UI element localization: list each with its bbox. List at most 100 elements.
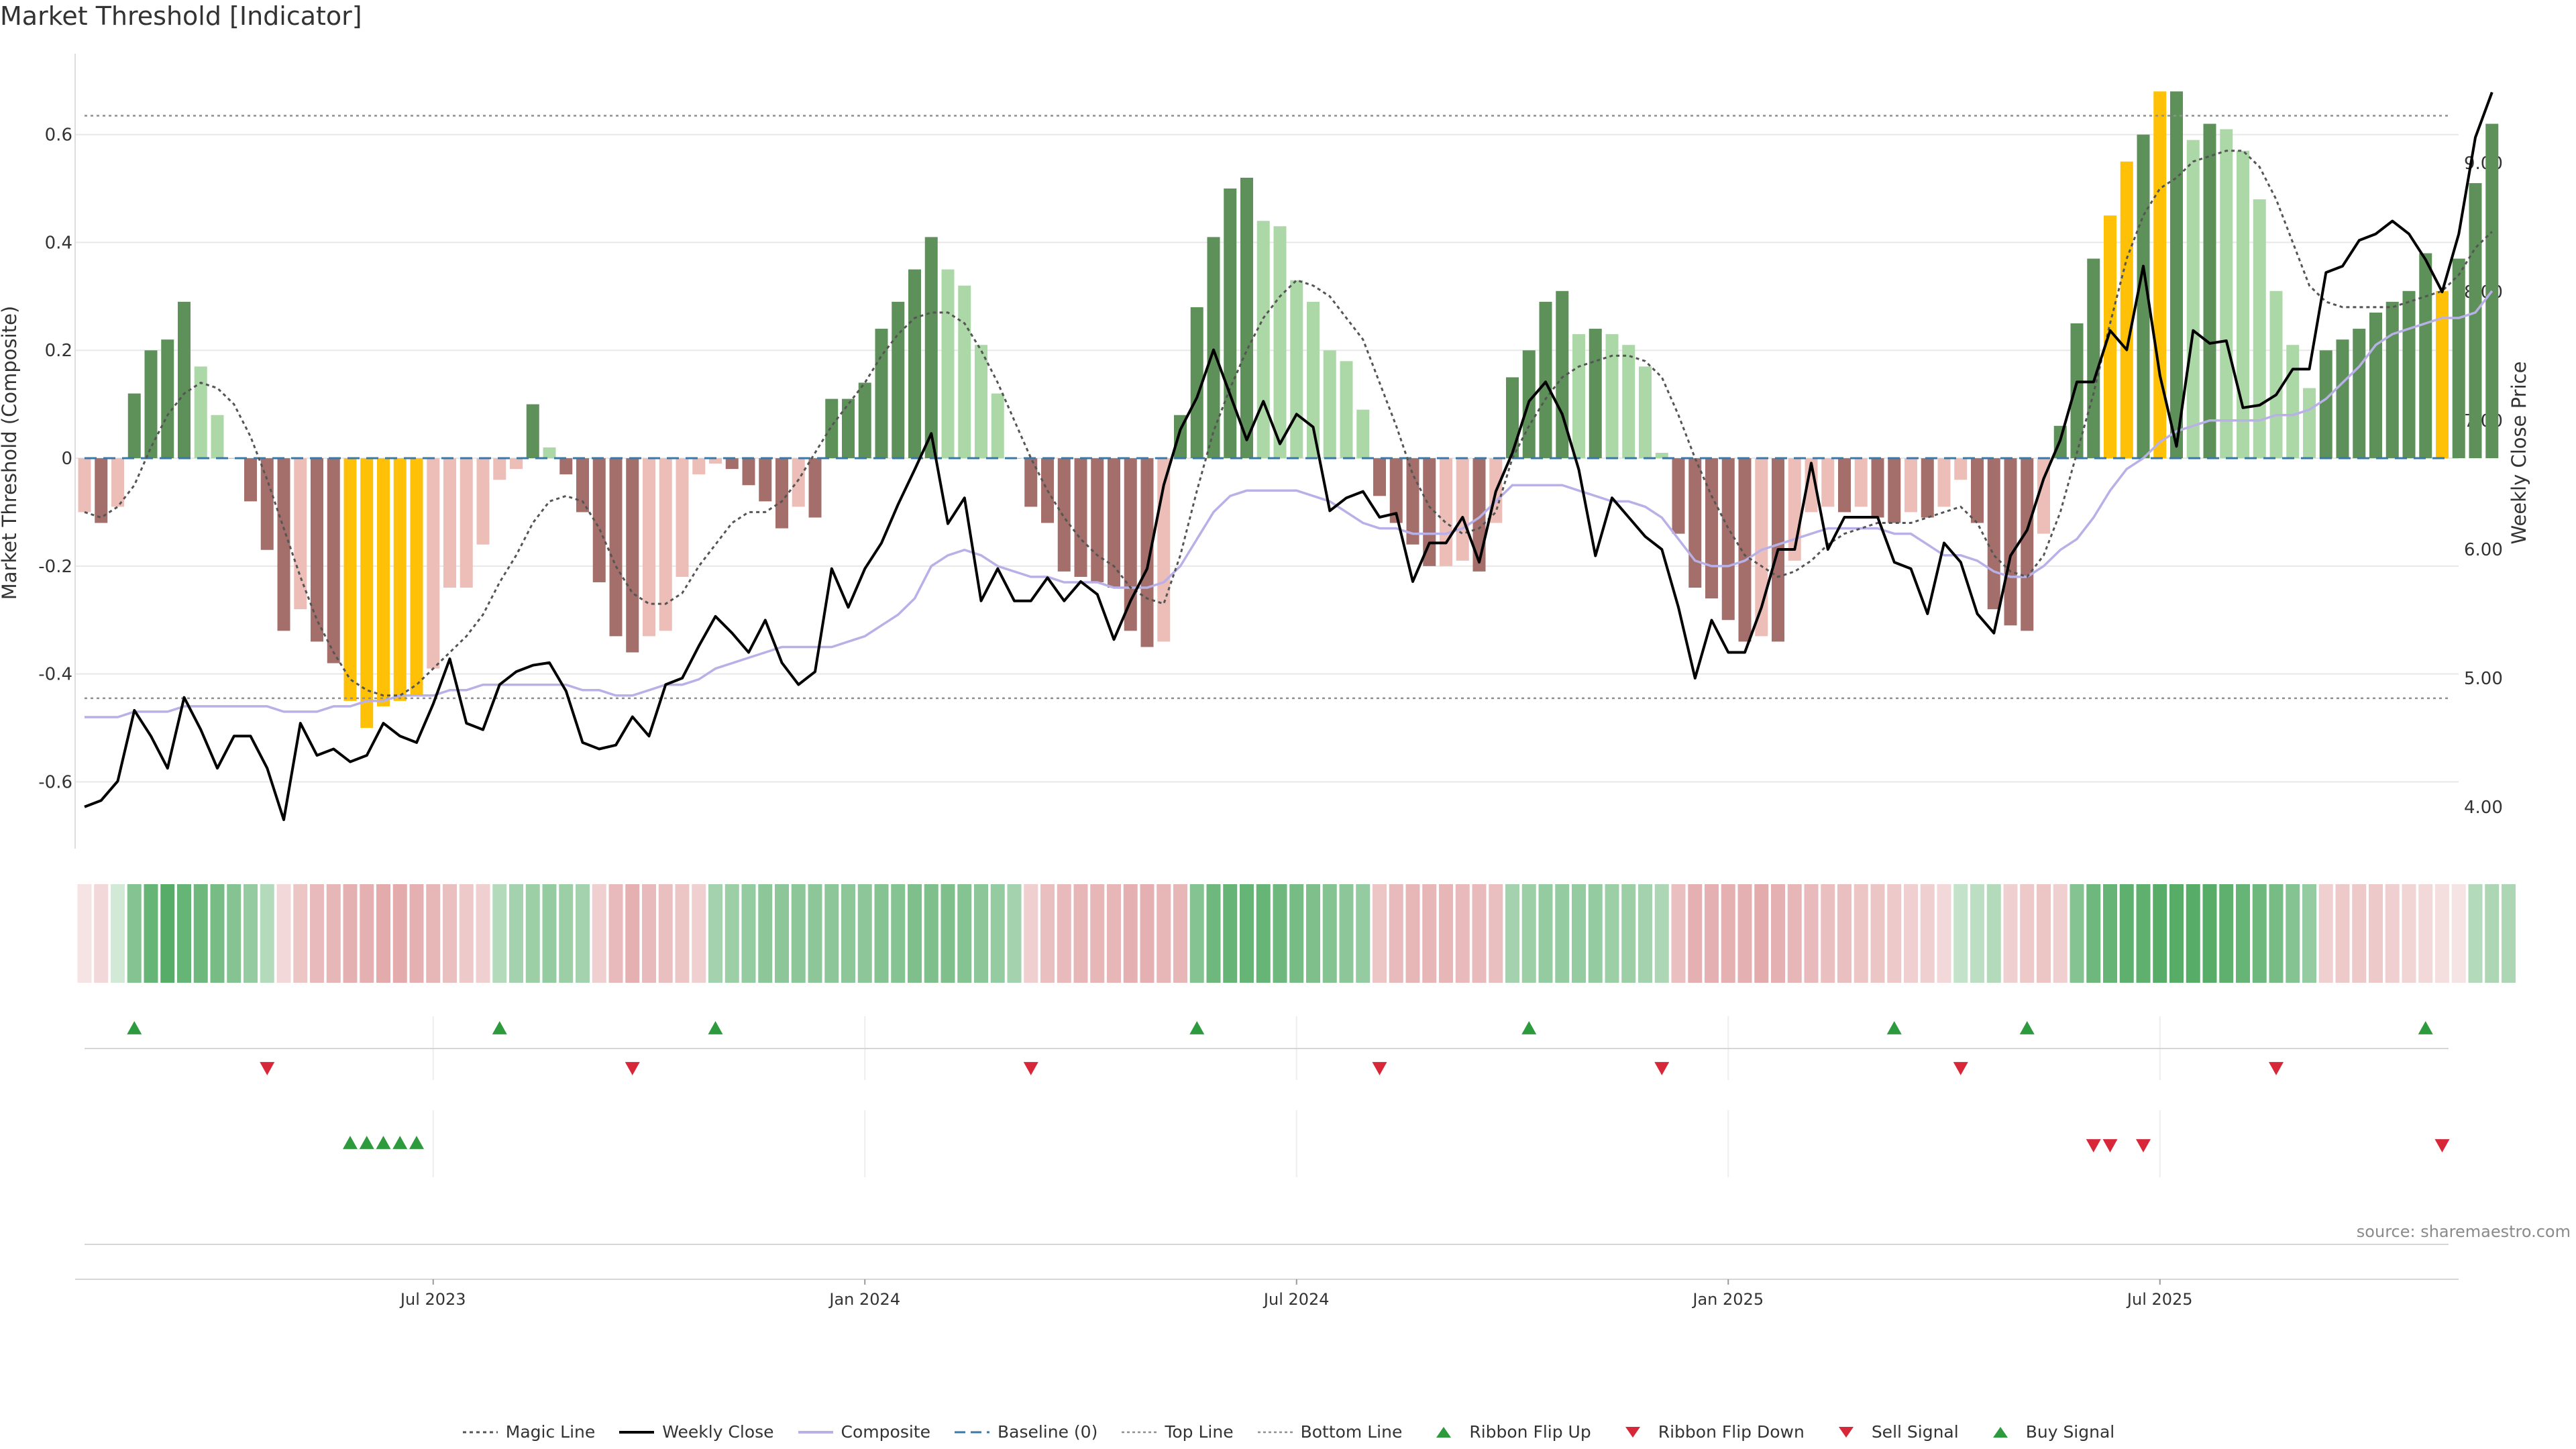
threshold-bar — [1987, 458, 2000, 610]
legend-label: Composite — [841, 1422, 930, 1442]
ribbon-cell — [392, 884, 407, 983]
ribbon-cell — [2136, 884, 2151, 983]
ribbon-cell — [741, 884, 756, 983]
ribbon-cell — [1771, 884, 1785, 983]
ribbon-cell — [1107, 884, 1121, 983]
threshold-bar — [78, 458, 91, 513]
triangle-up-icon — [1992, 1426, 2008, 1438]
ribbon-cell — [2451, 884, 2466, 983]
ribbon-cell — [77, 884, 92, 983]
ribbon-flip-up-marker — [1189, 1021, 1205, 1034]
ribbon-cell — [1671, 884, 1686, 983]
ribbon-cell — [941, 884, 955, 983]
threshold-bar — [1888, 458, 1901, 523]
right-tick-label: 6.00 — [2464, 540, 2503, 560]
legend-label: Weekly Close — [662, 1422, 774, 1442]
ribbon-cell — [1040, 884, 1055, 983]
left-tick-label: 0.2 — [45, 341, 72, 361]
threshold-bar — [1240, 177, 1253, 459]
ribbon-cell — [658, 884, 673, 983]
threshold-bar — [1854, 458, 1868, 507]
threshold-bar — [161, 339, 174, 459]
ribbon-cell — [1986, 884, 2001, 983]
legend-label: Sell Signal — [1871, 1422, 1959, 1442]
buy-signal-markers — [343, 1136, 424, 1149]
x-tick-label: Jan 2025 — [1691, 1290, 1764, 1309]
threshold-bar — [1373, 458, 1386, 496]
legend-item: Ribbon Flip Up — [1425, 1422, 1591, 1442]
threshold-bar — [1605, 334, 1619, 459]
ribbon-cell — [2418, 884, 2433, 983]
ribbon-cell — [1705, 884, 1719, 983]
threshold-bar — [1805, 458, 1818, 513]
threshold-bar — [808, 458, 822, 518]
threshold-bar — [1256, 221, 1270, 459]
threshold-bar — [2170, 91, 2183, 459]
ribbon-cell — [908, 884, 922, 983]
ribbon-cell — [2037, 884, 2051, 983]
ribbon-cell — [2003, 884, 2018, 983]
threshold-bar — [2436, 290, 2449, 459]
ribbon-cell — [1904, 884, 1918, 983]
ribbon-cell — [1439, 884, 1453, 983]
threshold-bar — [775, 458, 788, 529]
ribbon-cell — [1721, 884, 1735, 983]
ribbon-cell — [957, 884, 972, 983]
threshold-bar — [2186, 140, 2200, 459]
threshold-bar — [360, 458, 374, 729]
threshold-bar — [1721, 458, 1735, 621]
threshold-bar — [2385, 301, 2399, 459]
threshold-bar — [908, 269, 921, 459]
threshold-bar — [410, 458, 423, 696]
ribbon-cell — [758, 884, 773, 983]
ribbon-cell — [808, 884, 822, 983]
triangle-up-icon — [1436, 1426, 1452, 1438]
threshold-bar — [2419, 253, 2432, 459]
ribbon-cell — [924, 884, 938, 983]
threshold-bar — [526, 404, 539, 459]
threshold-bar — [493, 458, 506, 480]
threshold-bar — [559, 458, 573, 475]
threshold-bar — [1190, 307, 1203, 459]
ribbon-cell — [1090, 884, 1105, 983]
threshold-bar — [1224, 189, 1237, 459]
ribbon-cell — [1322, 884, 1337, 983]
ribbon-cell — [559, 884, 574, 983]
threshold-bar — [1639, 366, 1652, 459]
threshold-bar — [1290, 280, 1303, 459]
ribbon-cell — [1256, 884, 1271, 983]
threshold-bar — [2087, 258, 2100, 459]
threshold-bar — [659, 458, 672, 631]
threshold-bar — [393, 458, 407, 701]
ribbon-cell — [2202, 884, 2217, 983]
dotted-grey-line-icon — [1122, 1431, 1157, 1433]
threshold-bar — [543, 447, 556, 459]
sell-signal-marker — [2136, 1139, 2151, 1152]
ribbon-cell — [874, 884, 889, 983]
threshold-bar — [377, 458, 390, 706]
right-tick-label: 4.00 — [2464, 798, 2503, 818]
ribbon-cell — [1057, 884, 1071, 983]
ribbon-cell — [1024, 884, 1038, 983]
ribbon-strip — [77, 884, 2516, 983]
ribbon-cell — [2335, 884, 2350, 983]
legend-label: Buy Signal — [2025, 1422, 2115, 1442]
ribbon-flip-down-marker — [1654, 1062, 1670, 1075]
ribbon-cell — [1289, 884, 1304, 983]
weekly-close-line — [84, 91, 2493, 821]
ribbon-cell — [343, 884, 358, 983]
threshold-bar — [1108, 458, 1120, 588]
threshold-bar — [1506, 377, 1519, 459]
ribbon-cell — [2153, 884, 2167, 983]
threshold-bar — [626, 458, 639, 653]
ribbon-cell — [2352, 884, 2367, 983]
ribbon-flip-down-marker — [1372, 1062, 1387, 1075]
ribbon-cell — [1173, 884, 1187, 983]
threshold-bar — [294, 458, 307, 610]
legend-item: Composite — [797, 1422, 930, 1442]
ribbon-cell — [1821, 884, 1835, 983]
ribbon-cell — [127, 884, 142, 983]
ribbon-cell — [1373, 884, 1387, 983]
ribbon-cell — [293, 884, 308, 983]
legend-item: Ribbon Flip Down — [1614, 1422, 1805, 1442]
